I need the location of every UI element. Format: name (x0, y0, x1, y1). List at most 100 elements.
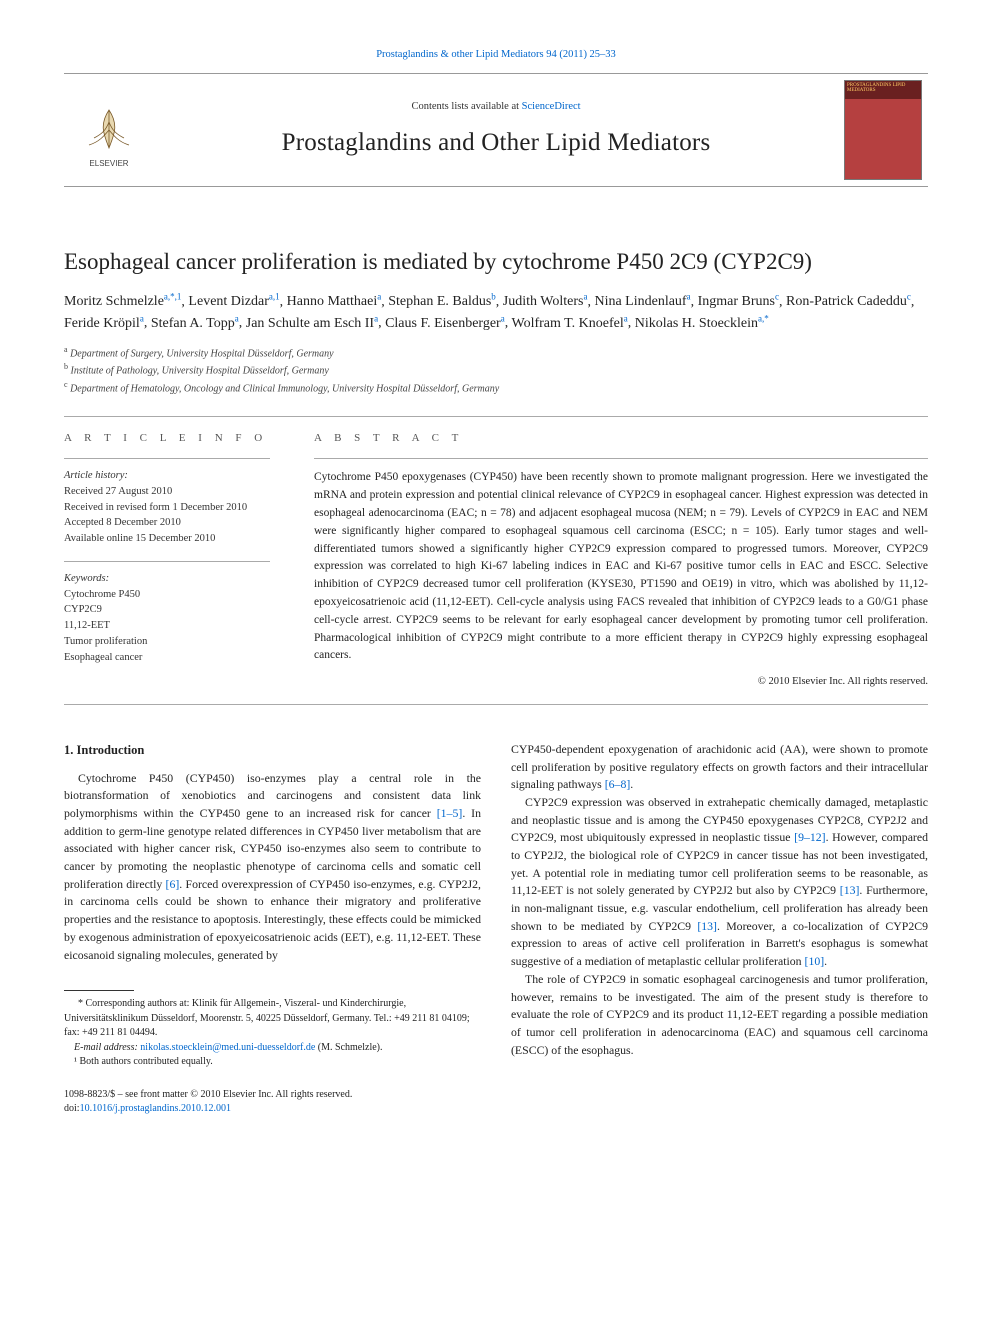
ref-link[interactable]: [13] (697, 919, 717, 933)
affiliation-list: a Department of Surgery, University Hosp… (64, 344, 928, 396)
article-history-line: Available online 15 December 2010 (64, 531, 270, 547)
affiliation: b Institute of Pathology, University Hos… (64, 361, 928, 378)
author-name: Ingmar Bruns (698, 294, 775, 309)
publisher-logo-wrap: ELSEVIER (64, 90, 154, 170)
section-1-p3: CYP2C9 expression was observed in extrah… (511, 794, 928, 971)
elsevier-wordmark: ELSEVIER (89, 159, 128, 168)
article-history-line: Received 27 August 2010 (64, 484, 270, 500)
author-name: Hanno Matthaei (287, 294, 378, 309)
author-affil-sup[interactable]: b (491, 292, 496, 302)
divider (64, 561, 270, 562)
abstract-heading: A B S T R A C T (314, 431, 928, 446)
masthead: ELSEVIER Contents lists available at Sci… (64, 73, 928, 187)
section-1-heading: 1. Introduction (64, 741, 481, 760)
author-affil-sup[interactable]: c (907, 292, 911, 302)
keyword: Esophageal cancer (64, 650, 270, 666)
author: Jan Schulte am Esch IIa (246, 316, 378, 331)
body-text: CYP450-dependent epoxygenation of arachi… (511, 742, 928, 791)
author-affil-sup[interactable]: a (235, 313, 239, 323)
author-affil-sup[interactable]: a (687, 292, 691, 302)
author: Ingmar Brunsc (698, 294, 779, 309)
issn-line: 1098-8823/$ – see front matter © 2010 El… (64, 1088, 481, 1103)
footnote-email-suffix: (M. Schmelzle). (315, 1042, 382, 1053)
ref-link[interactable]: [6–8] (605, 777, 631, 791)
keyword: Tumor proliferation (64, 634, 270, 650)
author-affil-sup[interactable]: a (583, 292, 587, 302)
divider (64, 458, 270, 459)
bottom-meta: 1098-8823/$ – see front matter © 2010 El… (64, 1088, 481, 1117)
abstract-text: Cytochrome P450 epoxygenases (CYP450) ha… (314, 469, 928, 665)
author: Feride Kröpila (64, 316, 144, 331)
affiliation-text: Department of Surgery, University Hospit… (68, 348, 334, 359)
footnote-rule (64, 990, 134, 991)
author-name: Ron-Patrick Cadeddu (786, 294, 907, 309)
author: Stefan A. Toppa (151, 316, 239, 331)
author: Wolfram T. Knoefela (511, 316, 627, 331)
author-name: Claus F. Eisenberger (385, 316, 501, 331)
affiliation: c Department of Hematology, Oncology and… (64, 379, 928, 396)
ref-link[interactable]: [9–12] (794, 830, 825, 844)
author-affil-sup[interactable]: a,*,1 (164, 292, 182, 302)
author-affil-sup[interactable]: a (377, 292, 381, 302)
author-affil-sup[interactable]: a (374, 313, 378, 323)
keywords-label: Keywords: (64, 572, 270, 587)
keyword: 11,12-EET (64, 618, 270, 634)
author: Hanno Matthaeia (287, 294, 382, 309)
doi-link[interactable]: 10.1016/j.prostaglandins.2010.12.001 (80, 1103, 231, 1114)
author-name: Wolfram T. Knoefel (511, 316, 623, 331)
author-affil-sup[interactable]: a (140, 313, 144, 323)
author-affil-sup[interactable]: a (624, 313, 628, 323)
ref-link[interactable]: [13] (840, 883, 860, 897)
doi-prefix: doi: (64, 1103, 80, 1114)
author-name: Judith Wolters (503, 294, 584, 309)
section-1-p4: The role of CYP2C9 in somatic esophageal… (511, 971, 928, 1059)
author-affil-sup[interactable]: a,1 (269, 292, 280, 302)
body-col-right: CYP450-dependent epoxygenation of arachi… (511, 741, 928, 1117)
article-history-line: Received in revised form 1 December 2010 (64, 500, 270, 516)
article-history-line: Accepted 8 December 2010 (64, 515, 270, 531)
author: Nikolas H. Stoeckleina,* (635, 316, 769, 331)
author-name: Moritz Schmelzle (64, 294, 164, 309)
author-name: Feride Kröpil (64, 316, 140, 331)
article-history-label: Article history: (64, 469, 270, 484)
contents-prefix: Contents lists available at (411, 101, 521, 112)
body-col-left: 1. Introduction Cytochrome P450 (CYP450)… (64, 741, 481, 1117)
author-affil-sup[interactable]: c (775, 292, 779, 302)
footnote-email-link[interactable]: nikolas.stoecklein@med.uni-duesseldorf.d… (140, 1042, 315, 1053)
affiliation-text: Institute of Pathology, University Hospi… (68, 366, 329, 377)
elsevier-logo-icon: ELSEVIER (74, 90, 144, 170)
body-text: . (630, 777, 633, 791)
footnote-email-label: E-mail address: (74, 1042, 140, 1053)
article-info-heading: A R T I C L E I N F O (64, 431, 270, 446)
abstract-copyright: © 2010 Elsevier Inc. All rights reserved… (314, 675, 928, 690)
ref-link[interactable]: [6] (166, 877, 180, 891)
section-1-p2: CYP450-dependent epoxygenation of arachi… (511, 741, 928, 794)
body-text: Cytochrome P450 (CYP450) iso-enzymes pla… (64, 771, 481, 820)
journal-name: Prostaglandins and Other Lipid Mediators (154, 125, 838, 160)
author-affil-sup[interactable]: a,* (758, 313, 769, 323)
author-name: Jan Schulte am Esch II (246, 316, 374, 331)
journal-citation-link[interactable]: Prostaglandins & other Lipid Mediators 9… (376, 49, 616, 60)
article-info-panel: A R T I C L E I N F O Article history: R… (64, 417, 288, 704)
contents-available-line: Contents lists available at ScienceDirec… (154, 100, 838, 115)
keyword: Cytochrome P450 (64, 587, 270, 603)
author: Claus F. Eisenbergera (385, 316, 505, 331)
body-columns: 1. Introduction Cytochrome P450 (CYP450)… (64, 741, 928, 1117)
cover-thumb-label: PROSTAGLANDINS LIPID MEDIATORS (847, 83, 919, 93)
journal-cover-thumb-icon: PROSTAGLANDINS LIPID MEDIATORS (844, 80, 922, 180)
ref-link[interactable]: [1–5] (437, 806, 463, 820)
keyword: CYP2C9 (64, 602, 270, 618)
body-text: . (824, 954, 827, 968)
author-name: Nikolas H. Stoecklein (635, 316, 758, 331)
author-affil-sup[interactable]: a (501, 313, 505, 323)
section-1-p1: Cytochrome P450 (CYP450) iso-enzymes pla… (64, 770, 481, 965)
affiliation-text: Department of Hematology, Oncology and C… (68, 383, 500, 394)
footnotes: * Corresponding authors at: Klinik für A… (64, 997, 481, 1070)
author-name: Stephan E. Baldus (388, 294, 491, 309)
sciencedirect-link[interactable]: ScienceDirect (522, 101, 581, 112)
author-name: Levent Dizdar (188, 294, 268, 309)
author: Nina Lindenlaufa (594, 294, 690, 309)
author: Stephan E. Baldusb (388, 294, 496, 309)
journal-citation: Prostaglandins & other Lipid Mediators 9… (64, 48, 928, 63)
ref-link[interactable]: [10] (805, 954, 825, 968)
